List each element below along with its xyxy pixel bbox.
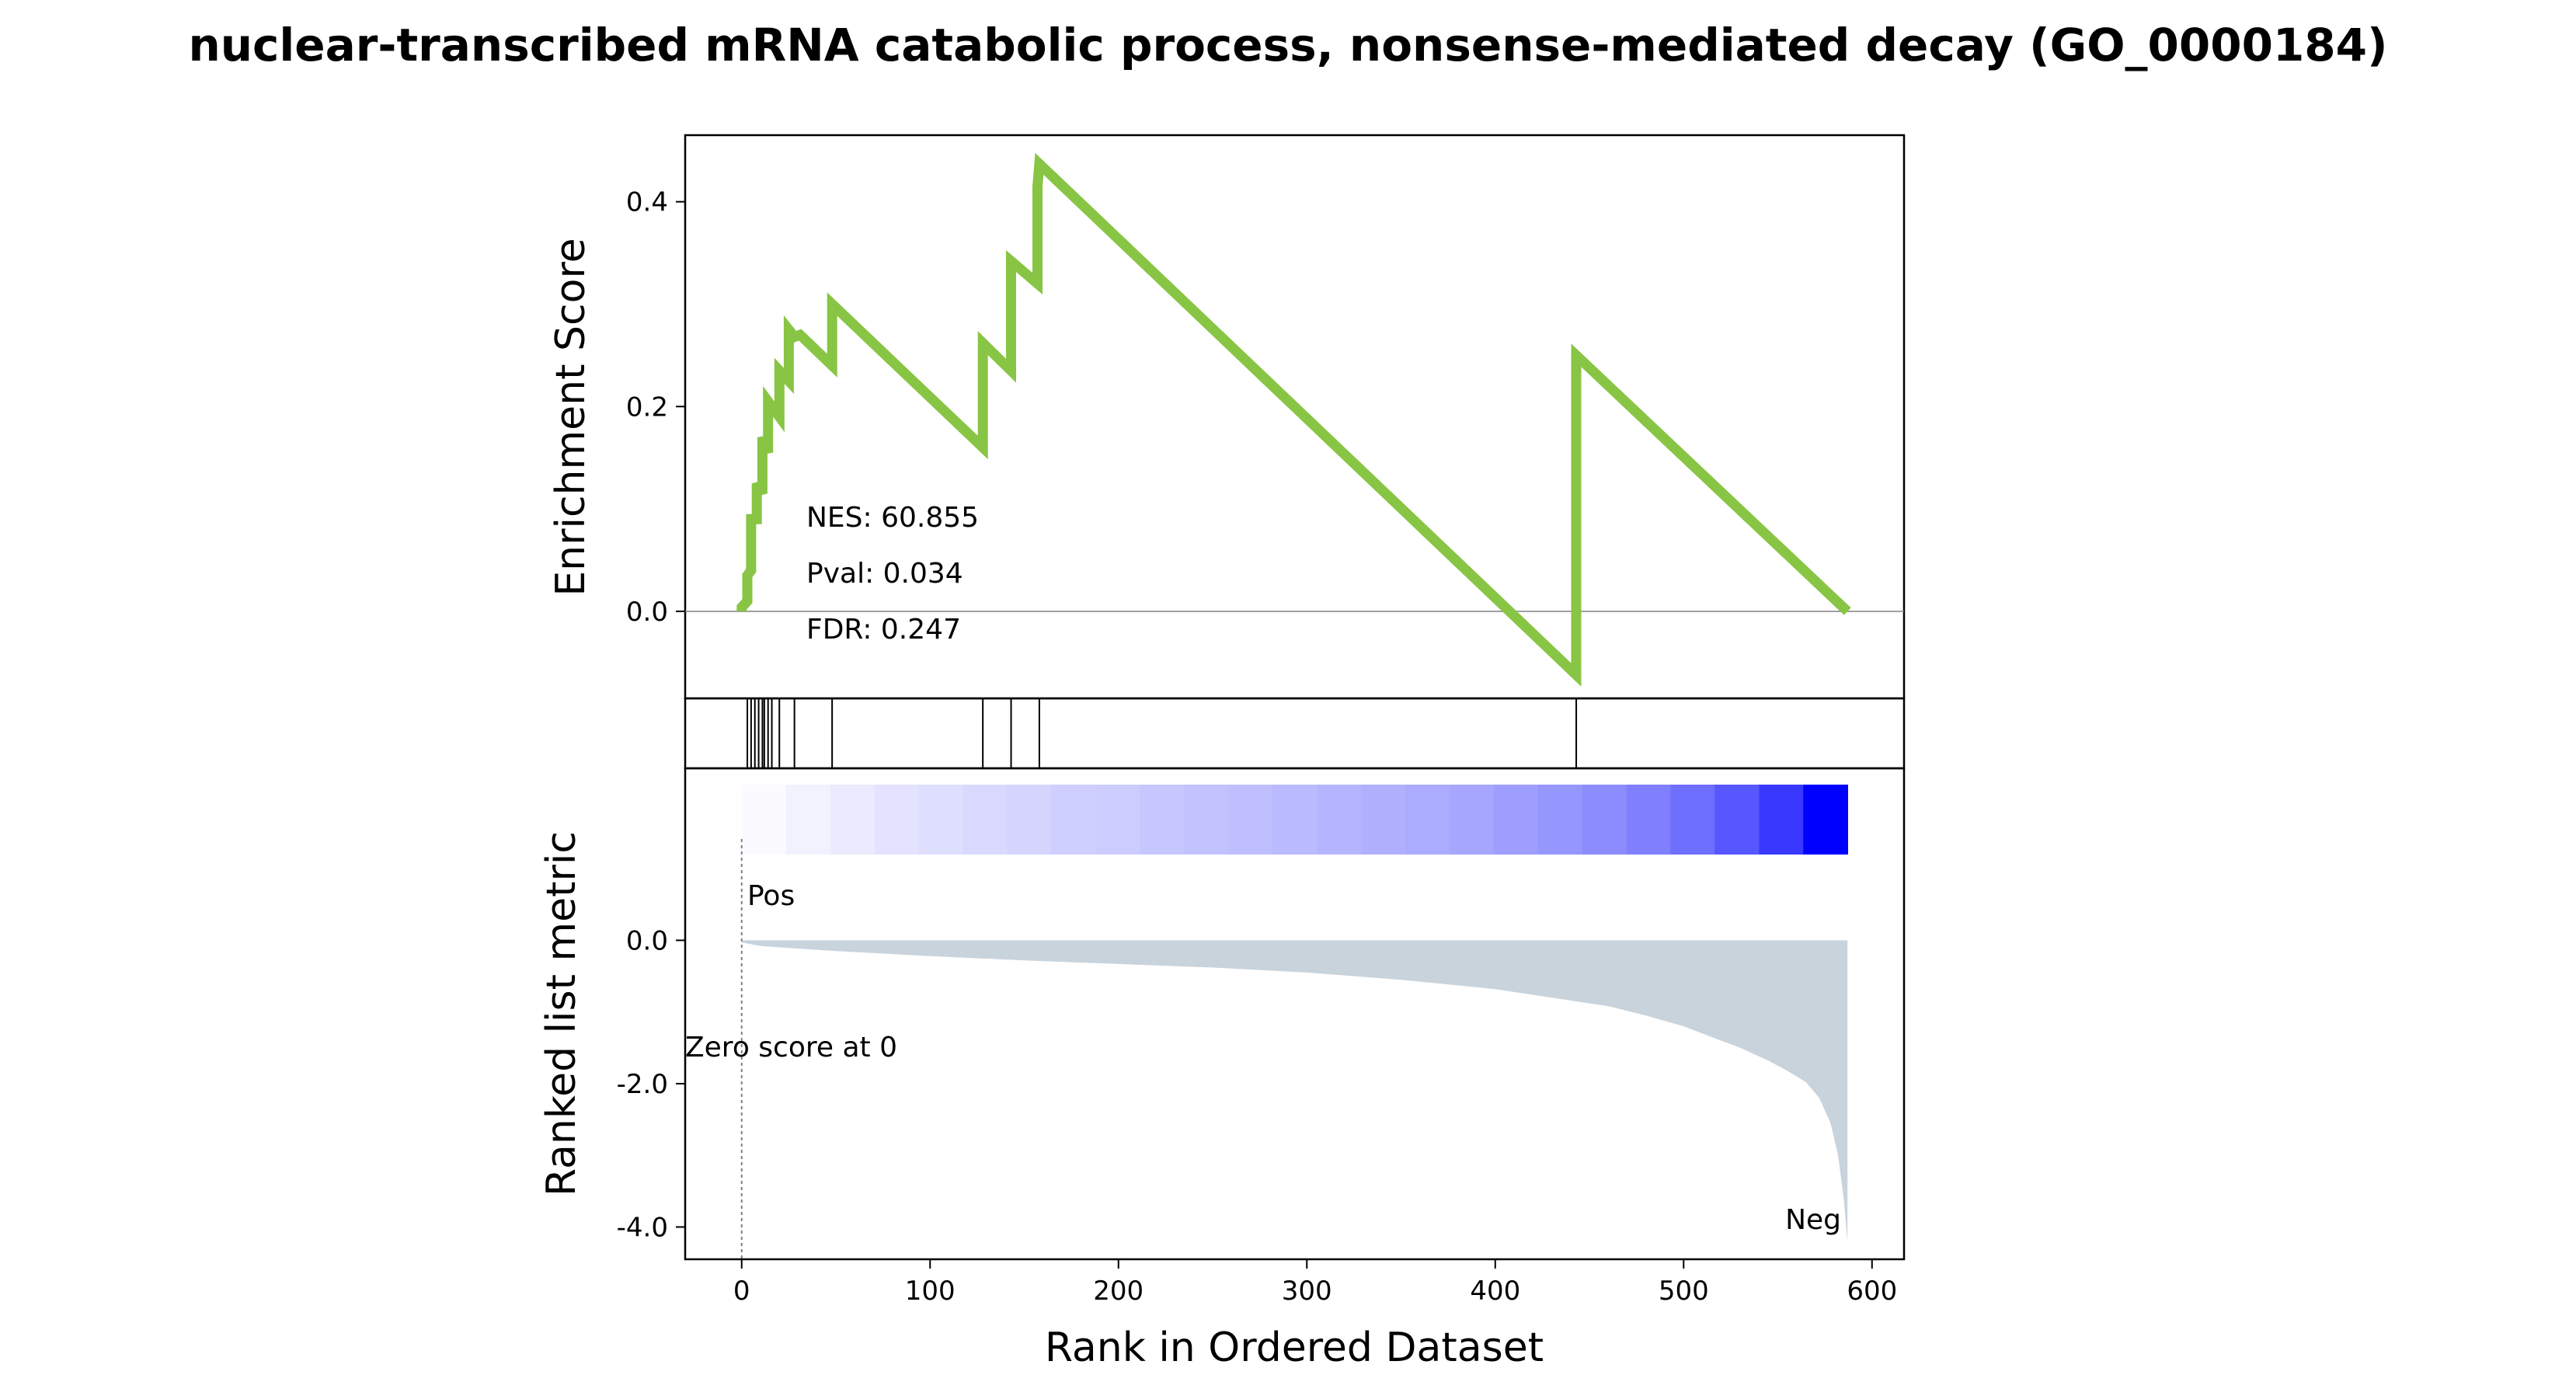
x-tick-label: 200	[1093, 1276, 1144, 1307]
neg-label: Neg	[1785, 1204, 1841, 1236]
es-y-ticks: 0.0 0.2 0.4	[626, 187, 685, 628]
heatmap-cell	[1272, 785, 1318, 855]
heatmap-cell	[1317, 785, 1362, 855]
ranked-metric-area	[741, 940, 1848, 1241]
es-y-tick-label: 0.2	[626, 392, 668, 423]
heatmap-cell	[874, 785, 920, 855]
metric-y-axis-label: Ranked list metric	[538, 831, 585, 1196]
heatmap-cell	[741, 785, 787, 855]
es-panel: 0.0 0.2 0.4 Enrichment Score NES: 60.855 P…	[548, 134, 1906, 700]
heatmap-cell	[1803, 785, 1848, 855]
heatmap-cell	[1051, 785, 1096, 855]
x-tick-label: 600	[1847, 1276, 1897, 1307]
x-tick-label: 300	[1282, 1276, 1332, 1307]
heatmap-cell	[1493, 785, 1539, 855]
metric-y-tick-label: 0.0	[626, 925, 668, 956]
heatmap-cell	[1228, 785, 1273, 855]
x-tick-label: 500	[1659, 1276, 1709, 1307]
heatmap-cell	[830, 785, 875, 855]
chart-title: nuclear-transcribed mRNA catabolic proce…	[188, 19, 2387, 71]
heatmap-cell	[1714, 785, 1760, 855]
heatmap-cell	[1095, 785, 1140, 855]
nes-annotation: NES: 60.855	[806, 502, 979, 534]
metric-panel: 0.0 -2.0 -4.0 0 100 200 300 400 500 600 Ranked l…	[538, 767, 1906, 1371]
hit-markers	[747, 698, 1578, 768]
heatmap-cell	[1360, 785, 1406, 855]
zero-score-label: Zero score at 0	[685, 1032, 897, 1064]
pos-label: Pos	[747, 880, 795, 912]
es-y-tick-label: 0.4	[626, 187, 668, 218]
heatmap-cell	[1626, 785, 1672, 855]
x-tick-label: 400	[1470, 1276, 1520, 1307]
enrichment-score-line	[736, 152, 1851, 687]
heatmap-cell	[1670, 785, 1716, 855]
x-axis-label: Rank in Ordered Dataset	[1045, 1325, 1544, 1371]
fdr-annotation: FDR: 0.247	[806, 614, 961, 646]
metric-y-tick-label: -4.0	[617, 1212, 668, 1243]
heatmap-cell	[1449, 785, 1495, 855]
hits-panel	[684, 697, 1906, 770]
pval-annotation: Pval: 0.034	[806, 558, 963, 590]
hits-axes-frame	[684, 697, 1906, 770]
rank-metric-heatmap	[741, 785, 1848, 855]
heatmap-cell	[1007, 785, 1053, 855]
metric-y-tick-label: -2.0	[617, 1069, 668, 1100]
metric-y-ticks: 0.0 -2.0 -4.0	[617, 925, 685, 1243]
heatmap-cell	[1537, 785, 1583, 855]
heatmap-cell	[1140, 785, 1185, 855]
heatmap-cell	[918, 785, 964, 855]
heatmap-cell	[1405, 785, 1450, 855]
heatmap-cell	[1184, 785, 1229, 855]
heatmap-cell	[963, 785, 1008, 855]
es-y-tick-label: 0.0	[626, 597, 668, 628]
x-axis-ticks: 0 100 200 300 400 500 600	[733, 1259, 1897, 1307]
heatmap-cell	[1759, 785, 1805, 855]
heatmap-cell	[785, 785, 831, 855]
es-y-axis-label: Enrichment Score	[548, 238, 594, 596]
x-tick-label: 0	[733, 1276, 750, 1307]
metric-axes-frame	[684, 767, 1906, 1261]
heatmap-cell	[1582, 785, 1627, 855]
x-tick-label: 100	[905, 1276, 956, 1307]
